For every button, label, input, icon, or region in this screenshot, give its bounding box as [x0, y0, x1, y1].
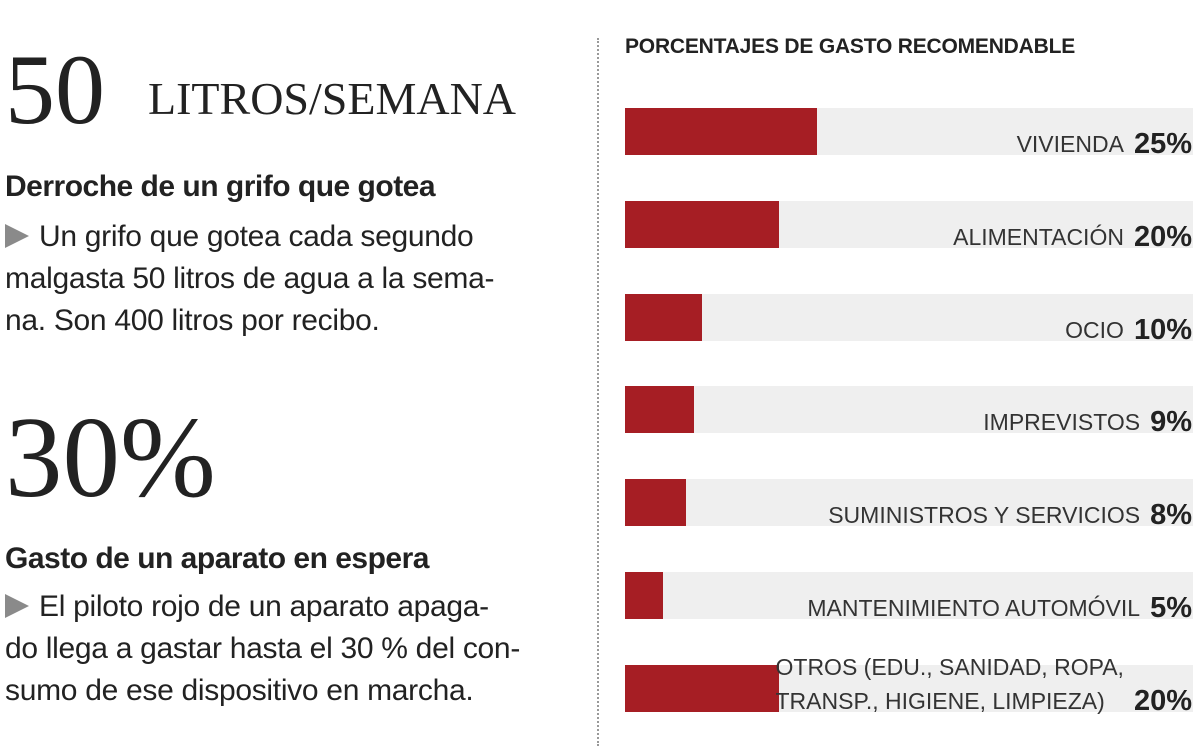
heading: Gasto de un aparato en espera: [5, 542, 429, 575]
bar-label: VIVIENDA 25%: [1017, 127, 1192, 161]
value-label: 9%: [1150, 406, 1192, 439]
value-label: 5%: [1150, 592, 1192, 624]
bar: [625, 108, 817, 155]
bar-row: IMPREVISTOS 9%: [0, 386, 1200, 438]
paragraph-text: Un grifo que gotea cada segundo malgasta…: [5, 220, 495, 337]
bar-row: VIVIENDA 25%: [0, 108, 1200, 160]
value-label: 20%: [1133, 684, 1192, 717]
bar: [625, 479, 687, 527]
bar-label: MANTENIMIENTO AUTOMÓVIL 5%: [807, 591, 1192, 625]
bar-label: SUMINISTROS Y SERVICIOS 8%: [828, 498, 1192, 532]
bar-row: ALIMENTACIÓN 20%: [0, 200, 1200, 253]
bar-label: OTROS (EDU., SANIDAD, ROPA, TRANSP., HIG…: [776, 650, 1193, 718]
category-label: MANTENIMIENTO AUTOMÓVIL: [807, 595, 1141, 621]
bar: [625, 293, 702, 341]
value-label: 8%: [1150, 499, 1192, 532]
bar-track: [625, 479, 1193, 527]
chart-title: PORCENTAJES DE GASTO RECOMENDABLE: [625, 35, 1076, 58]
paragraph: El piloto rojo de un aparato apaga- do l…: [5, 586, 585, 712]
bar: [625, 572, 664, 619]
bar-row: SUMINISTROS Y SERVICIOS 8%: [0, 479, 1200, 531]
bar: [625, 386, 695, 434]
bar-label: ALIMENTACIÓN 20%: [953, 220, 1192, 254]
divider: [597, 38, 599, 746]
bar-track: [625, 293, 1193, 341]
category-label: OCIO: [1065, 316, 1124, 343]
stat: 50: [5, 34, 105, 145]
bar-row: MANTENIMIENTO AUTOMÓVIL 5%: [0, 572, 1200, 624]
value-label: 25%: [1133, 128, 1192, 160]
category-label: ALIMENTACIÓN: [953, 223, 1124, 250]
bar-row: OTROS (EDU., SANIDAD, ROPA, TRANSP., HIG…: [0, 654, 1200, 717]
bullet: [5, 594, 29, 618]
paragraph: Un grifo que gotea cada segundo malgasta…: [5, 216, 585, 342]
category-label: IMPREVISTOS: [983, 409, 1141, 436]
bar-label: IMPREVISTOS 9%: [983, 405, 1192, 439]
bar: [625, 200, 779, 248]
value-label: 20%: [1133, 220, 1192, 253]
bar-track: [625, 386, 1193, 434]
bar-track: [625, 572, 1193, 619]
category-label: SUMINISTROS Y SERVICIOS: [828, 502, 1141, 529]
paragraph-text: El piloto rojo de un aparato apaga- do l…: [5, 590, 521, 707]
heading: Derroche de un grifo que gotea: [5, 170, 436, 203]
bar-row: OCIO 10%: [0, 293, 1200, 346]
category-label: OTROS (EDU., SANIDAD, ROPA, TRANSP., HIG…: [775, 653, 1124, 714]
bullet: [5, 224, 29, 248]
stat: 30%: [5, 394, 216, 521]
stat-unit: LITROS/SEMANA: [148, 73, 517, 124]
bar-label: OCIO 10%: [1065, 313, 1192, 347]
bar: [625, 664, 779, 712]
category-label: VIVIENDA: [1016, 131, 1124, 157]
value-label: 10%: [1133, 313, 1192, 346]
